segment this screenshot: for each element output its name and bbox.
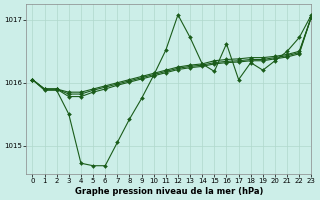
X-axis label: Graphe pression niveau de la mer (hPa): Graphe pression niveau de la mer (hPa) <box>75 187 263 196</box>
